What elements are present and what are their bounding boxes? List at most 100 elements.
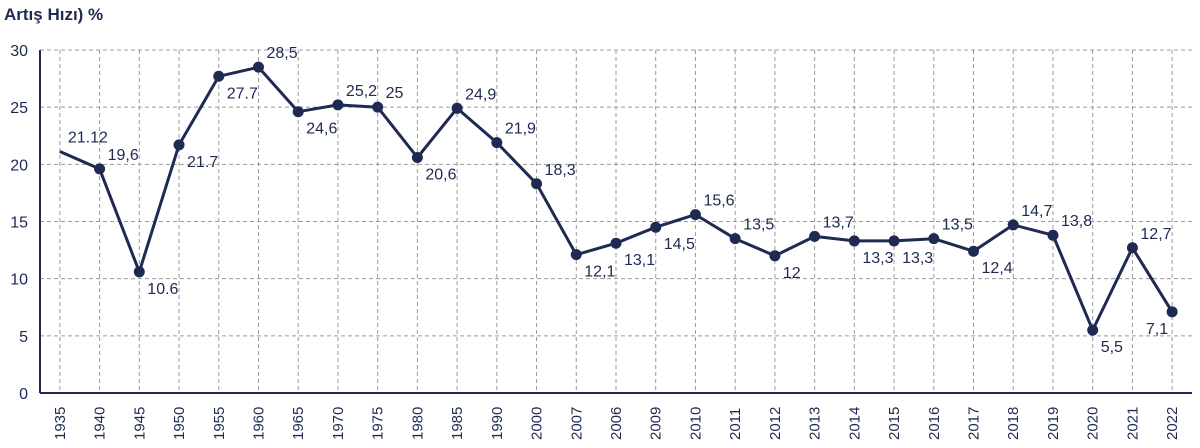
data-point — [809, 230, 821, 242]
x-tick-label: 1970 — [330, 407, 347, 440]
data-point — [372, 101, 384, 113]
x-tick-label: 2019 — [1045, 407, 1062, 440]
data-label: 21.7 — [187, 154, 218, 171]
x-tick-label: 2015 — [886, 407, 903, 440]
data-point — [689, 209, 701, 221]
x-tick-label: 1990 — [489, 407, 506, 440]
data-label: 12 — [783, 265, 801, 282]
data-label: 15,6 — [703, 193, 734, 210]
y-tick-label: 10 — [10, 272, 28, 289]
data-label: 5,5 — [1101, 339, 1123, 356]
data-point — [1047, 229, 1059, 241]
x-tick-label: 1975 — [370, 407, 387, 440]
x-tick-label: 1935 — [52, 407, 69, 440]
data-label: 12,4 — [982, 260, 1013, 277]
data-point — [173, 139, 185, 151]
data-label: 7,1 — [1146, 321, 1168, 338]
x-tick-label: 1945 — [131, 407, 148, 440]
data-label: 13,3 — [902, 250, 933, 267]
data-point — [769, 250, 781, 262]
x-tick-label: 2020 — [1085, 407, 1102, 440]
data-points — [94, 61, 1178, 336]
data-label: 18,3 — [545, 162, 576, 179]
x-tick-label: 1980 — [409, 407, 426, 440]
x-tick-label: 2009 — [648, 407, 665, 440]
x-tick-label: 2014 — [846, 407, 863, 440]
data-label: 27.7 — [227, 85, 258, 102]
data-point — [531, 178, 543, 190]
data-label: 12,7 — [1140, 226, 1171, 243]
x-tick-label: 2016 — [926, 407, 943, 440]
x-tick-label: 1965 — [290, 407, 307, 440]
data-label: 20,6 — [425, 166, 456, 183]
y-tick-label: 5 — [19, 329, 28, 346]
data-point — [888, 235, 900, 247]
x-tick-label: 1950 — [171, 407, 188, 440]
y-tick-labels: 0 5 10 15 20 25 30 — [10, 43, 28, 403]
data-point — [292, 106, 304, 118]
data-point — [332, 99, 344, 111]
data-point — [1126, 242, 1138, 254]
data-point — [491, 137, 503, 149]
data-label: 13,7 — [823, 214, 854, 231]
data-point — [94, 163, 106, 175]
data-point — [928, 233, 940, 245]
data-point — [411, 151, 423, 163]
data-point — [1166, 306, 1178, 318]
data-label: 12,1 — [584, 264, 615, 281]
data-point — [451, 102, 463, 114]
data-point — [729, 233, 741, 245]
x-tick-label: 2012 — [767, 407, 784, 440]
x-tick-label: 2007 — [568, 407, 585, 440]
data-label: 24,9 — [465, 86, 496, 103]
data-point — [968, 245, 980, 257]
x-tick-label: 2010 — [687, 407, 704, 440]
x-tick-label: 2017 — [966, 407, 983, 440]
data-point — [610, 237, 622, 249]
data-label: 10.6 — [147, 281, 178, 298]
data-label: 13,3 — [862, 250, 893, 267]
grid-lines — [40, 49, 1192, 393]
x-tick-label: 1985 — [449, 407, 466, 440]
data-label: 21,9 — [505, 121, 536, 138]
x-tick-label: 2011 — [727, 408, 744, 440]
y-tick-label: 25 — [10, 100, 28, 117]
x-tick-label: 2000 — [529, 407, 546, 440]
data-point — [133, 266, 145, 278]
y-tick-label: 20 — [10, 157, 28, 174]
x-tick-label: 2013 — [807, 407, 824, 440]
data-label: 21.12 — [68, 130, 108, 147]
x-tick-label: 2006 — [608, 407, 625, 440]
y-axis-title: Artış Hızı) % — [4, 5, 103, 24]
x-tick-label: 1955 — [211, 407, 228, 440]
data-point — [1087, 324, 1099, 336]
data-label: 13,5 — [743, 217, 774, 234]
x-tick-label: 2021 — [1124, 407, 1141, 440]
x-tick-label: 2018 — [1005, 407, 1022, 440]
data-label: 14,5 — [664, 236, 695, 253]
data-label: 25 — [386, 85, 404, 102]
x-tick-label: 1940 — [92, 407, 109, 440]
x-tick-labels: 1935 1940 1945 1950 1955 1960 1965 1970 1975 1980… — [52, 407, 1181, 440]
data-label: 13,1 — [624, 252, 655, 269]
data-point — [1007, 219, 1019, 231]
y-tick-label: 15 — [10, 215, 28, 232]
x-tick-label: 1960 — [250, 407, 267, 440]
data-label: 14,7 — [1021, 203, 1052, 220]
data-label: 25,2 — [346, 83, 377, 100]
data-label: 13,8 — [1061, 213, 1092, 230]
data-point — [213, 70, 225, 82]
data-label: 28,5 — [266, 45, 297, 62]
data-point — [848, 235, 860, 247]
y-tick-label: 30 — [10, 43, 28, 60]
data-point — [252, 61, 264, 73]
data-point — [570, 249, 582, 261]
x-tick-label: 2022 — [1164, 407, 1181, 440]
data-label: 19,6 — [108, 147, 139, 164]
data-label: 24,6 — [306, 121, 337, 138]
data-label: 13,5 — [942, 217, 973, 234]
y-tick-label: 0 — [19, 386, 28, 403]
data-point — [650, 221, 662, 233]
